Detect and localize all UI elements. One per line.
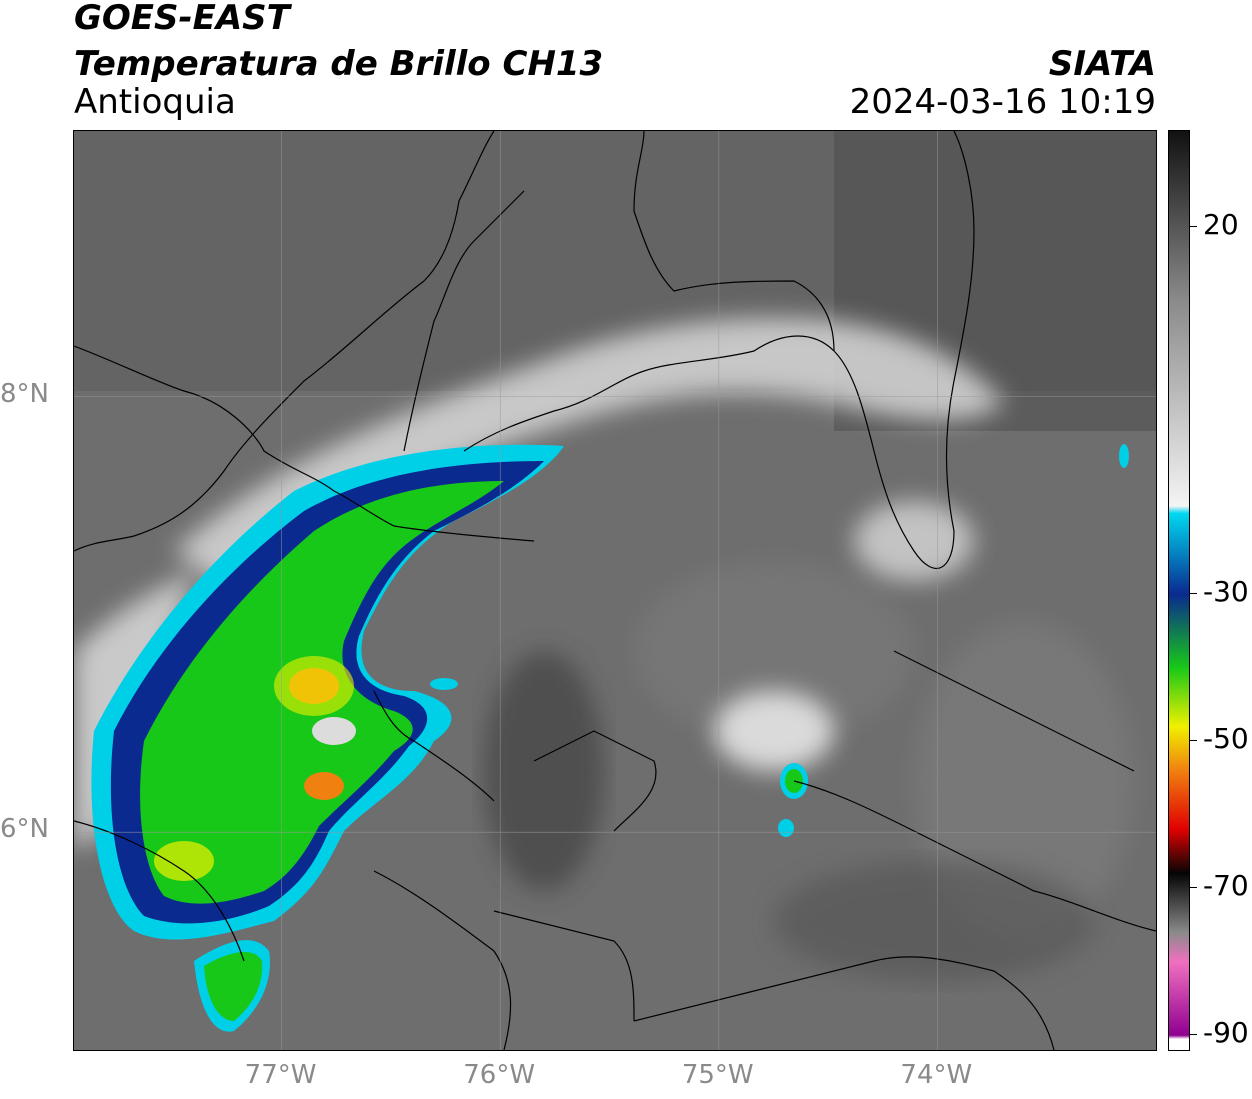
latitude-label: 8°N	[0, 378, 49, 409]
colorbar-tick-label: 20	[1203, 207, 1239, 241]
colorbar-tick-label: -90	[1203, 1016, 1249, 1050]
colorbar-tick-mark	[1189, 593, 1197, 595]
longitude-label: 75°W	[681, 1060, 754, 1090]
colorbar-tick-mark	[1189, 225, 1197, 227]
longitude-label: 77°W	[244, 1060, 317, 1090]
timestamp-label: 2024-03-16 10:19	[849, 82, 1156, 122]
longitude-label: 76°W	[463, 1060, 536, 1090]
colorbar-tick-label: -30	[1203, 575, 1249, 609]
product-title: Temperatura de Brillo CH13	[74, 44, 604, 84]
satellite-title: GOES-EAST	[74, 0, 290, 38]
satellite-map	[73, 130, 1157, 1051]
gridlines	[74, 131, 1156, 1050]
colorbar-tick-label: -70	[1203, 869, 1249, 903]
colorbar	[1168, 130, 1190, 1051]
longitude-label: 74°W	[900, 1060, 973, 1090]
colorbar-tick-mark	[1189, 887, 1197, 889]
colorbar-tick-label: -50	[1203, 722, 1249, 756]
borders	[74, 131, 1156, 1050]
colorbar-tick-mark	[1189, 740, 1197, 742]
latitude-label: 6°N	[0, 814, 49, 845]
colorbar-tick-mark	[1189, 1034, 1197, 1036]
convective-cloud	[91, 444, 1129, 1032]
region-label: Antioquia	[74, 82, 236, 122]
background-gray	[74, 131, 1156, 1050]
organization-label: SIATA	[1048, 44, 1156, 84]
